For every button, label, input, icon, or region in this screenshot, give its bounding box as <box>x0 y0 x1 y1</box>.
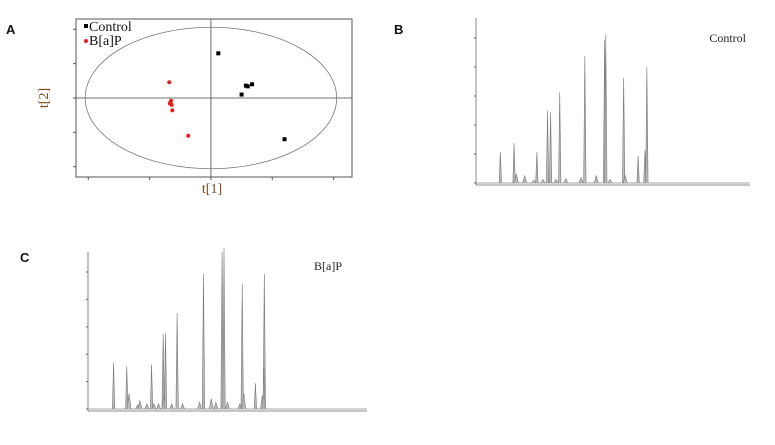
data-point-bap <box>167 80 172 85</box>
chromatogram-peak <box>622 174 628 184</box>
chromatogram-peak <box>512 143 516 184</box>
chromatogram-peak <box>253 383 257 410</box>
chromatogram-peak <box>180 403 185 410</box>
chart-title-c: B[a]P <box>314 259 342 273</box>
panel-label-a: A <box>6 22 16 37</box>
chromatogram-peak <box>593 174 599 184</box>
y-axis-label-a: t[2] <box>37 88 52 108</box>
x-axis-label-a: t[1] <box>202 182 222 197</box>
data-point-bap <box>170 108 175 113</box>
chromatogram-peak <box>241 393 247 410</box>
chromatogram-peak <box>546 110 550 184</box>
scatter-panel-a: A t[1] t[2] Control B[a]P <box>6 18 353 197</box>
chromatogram-peak <box>240 283 244 410</box>
legend-label-bap: B[a]P <box>89 34 122 49</box>
panel-label-c: C <box>20 250 30 265</box>
chromatogram-peak <box>225 401 230 410</box>
chromatogram-peak <box>213 401 219 410</box>
chromatogram-peak <box>622 77 626 184</box>
chromatogram-peak <box>558 92 562 184</box>
chromatogram-peak <box>222 248 226 410</box>
chromatogram-peak <box>531 179 537 184</box>
data-point-control <box>216 51 221 56</box>
chromatogram-peak <box>169 403 174 410</box>
data-point-control <box>245 84 250 89</box>
chart-title-b: Control <box>709 31 746 45</box>
chromatogram-peak <box>150 364 154 410</box>
data-point-bap <box>168 100 173 105</box>
chromatogram-peak <box>156 403 161 410</box>
legend: Control B[a]P <box>84 20 132 49</box>
chromatogram-peak <box>262 367 266 410</box>
chromatogram-peak <box>112 362 116 410</box>
chromatogram-peak <box>522 174 528 184</box>
data-point-bap <box>186 133 191 138</box>
chromatogram-peak <box>636 155 640 184</box>
chromatogram-peak <box>514 173 519 184</box>
confidence-ellipse <box>84 26 338 170</box>
chromatogram-peak <box>137 400 143 410</box>
chromatogram-peak <box>126 393 132 410</box>
chromatogram-peak <box>161 333 165 410</box>
chromatogram-peak <box>604 34 608 184</box>
chromatogram-peak <box>563 177 569 184</box>
data-point-control <box>282 137 287 142</box>
panel-label-b: B <box>394 22 403 37</box>
chromatogram-panel-b: B Control <box>394 18 750 186</box>
chromatogram-peak <box>578 176 584 184</box>
legend-marker-control <box>84 24 88 28</box>
chromatogram-peak <box>498 152 502 184</box>
chromatogram-peak <box>220 251 224 410</box>
chromatogram-peak <box>197 401 202 410</box>
chromatogram-peak <box>208 398 214 410</box>
chromatogram-peak <box>607 178 613 184</box>
chromatogram-peak <box>583 56 587 184</box>
chromatogram-peak <box>549 112 553 184</box>
chromatogram-peak <box>645 66 649 184</box>
chromatogram-peak <box>151 403 157 410</box>
chromatogram-peak <box>164 333 167 410</box>
chromatogram-peak <box>540 178 546 184</box>
chromatogram-peak <box>175 313 179 410</box>
chromatogram-peak <box>144 403 150 410</box>
chromatogram-peak <box>125 366 129 410</box>
legend-marker-bap <box>84 39 88 43</box>
chromatogram-peak <box>535 152 539 184</box>
data-point-control <box>239 92 244 97</box>
data-point-control <box>250 82 255 87</box>
chromatogram-peak <box>553 178 559 184</box>
chromatogram-panel-c: C B[a]P <box>20 248 367 412</box>
legend-label-control: Control <box>89 20 132 35</box>
chromatogram-peak <box>201 273 205 410</box>
